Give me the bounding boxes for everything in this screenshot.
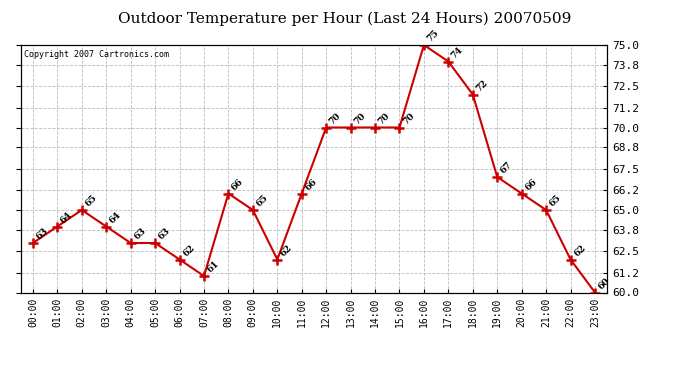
Text: 70: 70 [352, 111, 367, 126]
Text: 72: 72 [474, 78, 489, 93]
Text: 65: 65 [83, 194, 99, 208]
Text: 74: 74 [450, 45, 465, 60]
Text: 63: 63 [34, 226, 50, 242]
Text: Copyright 2007 Cartronics.com: Copyright 2007 Cartronics.com [23, 50, 168, 59]
Text: 62: 62 [279, 243, 294, 258]
Text: 62: 62 [572, 243, 587, 258]
Text: 63: 63 [132, 226, 148, 242]
Text: 66: 66 [523, 177, 538, 192]
Text: 70: 70 [377, 111, 391, 126]
Text: Outdoor Temperature per Hour (Last 24 Hours) 20070509: Outdoor Temperature per Hour (Last 24 Ho… [118, 11, 572, 26]
Text: 75: 75 [425, 28, 440, 44]
Text: 61: 61 [206, 259, 221, 274]
Text: 66: 66 [303, 177, 319, 192]
Text: 66: 66 [230, 177, 245, 192]
Text: 70: 70 [328, 111, 343, 126]
Text: 70: 70 [401, 111, 416, 126]
Text: 64: 64 [108, 210, 123, 225]
Text: 67: 67 [499, 160, 514, 176]
Text: 63: 63 [157, 226, 172, 242]
Text: 60: 60 [596, 276, 611, 291]
Text: 64: 64 [59, 210, 74, 225]
Text: 65: 65 [547, 194, 563, 208]
Text: 62: 62 [181, 243, 196, 258]
Text: 65: 65 [254, 194, 270, 208]
